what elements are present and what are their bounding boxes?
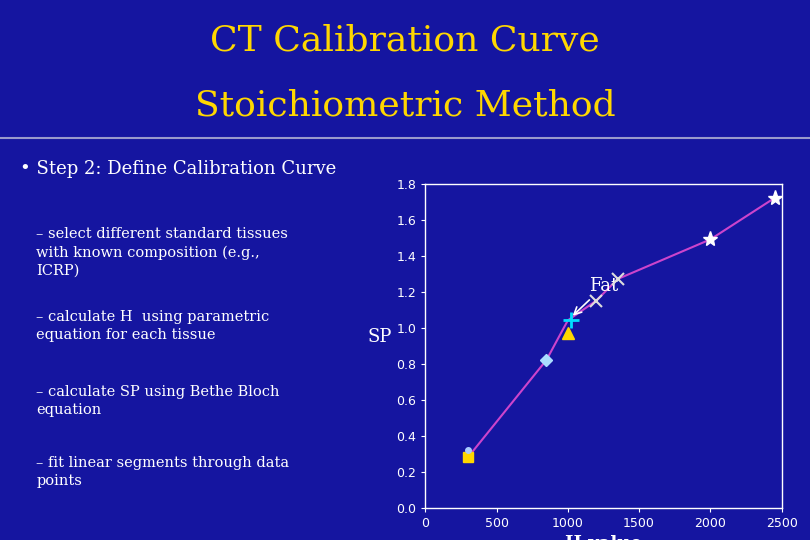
Text: – calculate SP using Bethe Bloch
equation: – calculate SP using Bethe Bloch equatio…	[36, 385, 280, 417]
Y-axis label: SP: SP	[368, 328, 392, 346]
Text: CT Calibration Curve: CT Calibration Curve	[210, 24, 600, 57]
Text: • Step 2: Define Calibration Curve: • Step 2: Define Calibration Curve	[20, 160, 336, 178]
Text: Fat: Fat	[574, 277, 619, 314]
Text: Stoichiometric Method: Stoichiometric Method	[194, 89, 616, 122]
Text: – calculate H  using parametric
equation for each tissue: – calculate H using parametric equation …	[36, 310, 270, 342]
Text: – select different standard tissues
with known composition (e.g.,
ICRP): – select different standard tissues with…	[36, 227, 288, 278]
X-axis label: II value: II value	[565, 535, 642, 540]
Text: – fit linear segments through data
points: – fit linear segments through data point…	[36, 456, 290, 488]
